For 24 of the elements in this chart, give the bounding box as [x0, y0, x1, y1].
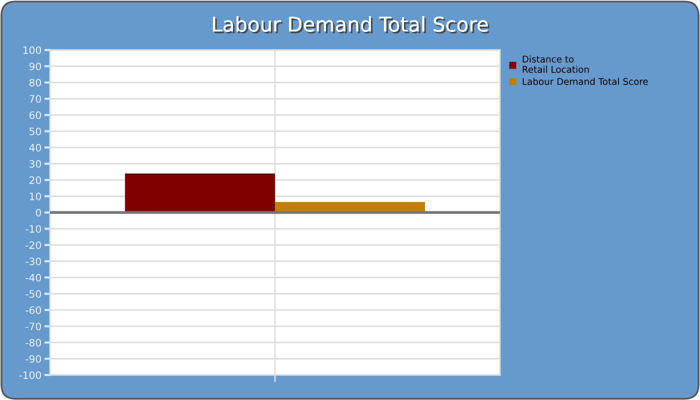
- y-tick-label: 20: [30, 176, 41, 184]
- y-tick-label: -80: [26, 338, 41, 346]
- chart-title: Labour Demand Total Score: [213, 16, 490, 34]
- y-tick-label: 50: [30, 128, 41, 136]
- y-tick-label: 0: [36, 208, 41, 216]
- y-tick-label: -90: [26, 355, 41, 363]
- y-tick-label: -40: [26, 274, 41, 282]
- y-tick-label: 30: [30, 160, 41, 168]
- legend-label: Labour Demand Total Score: [522, 78, 648, 85]
- y-tick-label: -70: [26, 322, 41, 330]
- y-tick-label: 90: [29, 62, 41, 70]
- y-tick-label: -50: [26, 290, 41, 298]
- y-tick-label: 70: [30, 95, 41, 103]
- y-tick-label: 100: [23, 46, 41, 54]
- y-tick-label: 40: [29, 144, 41, 152]
- y-tick-label: -60: [26, 306, 41, 314]
- legend-label: Distance to Retail Location: [522, 56, 589, 73]
- y-tick-label: -30: [26, 258, 41, 266]
- y-tick-label: -100: [19, 371, 41, 379]
- y-tick-label: -20: [26, 241, 41, 249]
- y-tick-label: 60: [29, 111, 41, 119]
- y-tick-label: 80: [29, 78, 41, 86]
- y-tick-label: -10: [26, 225, 41, 233]
- y-tick-label: 10: [30, 192, 41, 200]
